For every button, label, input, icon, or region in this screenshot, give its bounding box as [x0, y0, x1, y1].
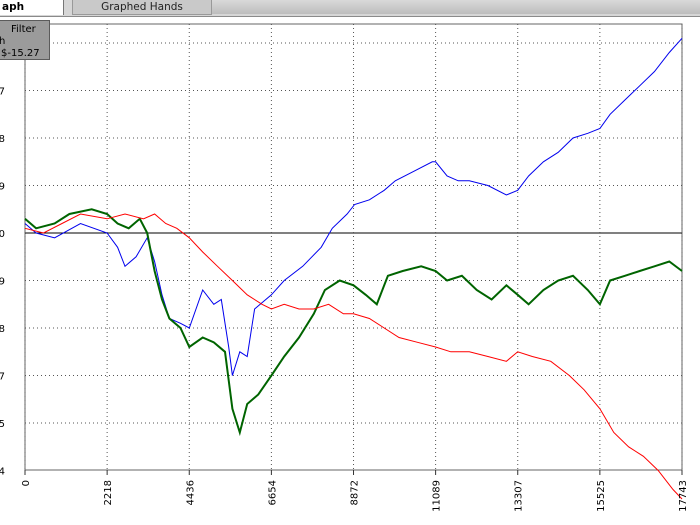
filter-button[interactable]: Filter h $-15.27	[0, 20, 50, 60]
tab-graphed-hands[interactable]: Graphed Hands	[72, 0, 212, 15]
y-tick-label: 75	[0, 419, 5, 430]
tab-graphed-hands-label: Graphed Hands	[101, 1, 183, 13]
tab-graph-label: aph	[2, 1, 25, 13]
x-tick-label: 15525	[596, 480, 607, 512]
y-tick-label: 38	[0, 324, 5, 335]
y-tick-label: 57	[0, 372, 5, 383]
red-series-line	[24, 213, 683, 500]
y-tick-label: 7	[0, 87, 5, 98]
y-tick-label: 9	[0, 182, 5, 193]
tab-bar: aph Graphed Hands	[0, 0, 700, 17]
tab-bar-filler	[212, 0, 700, 14]
x-tick-label: 8872	[350, 480, 361, 505]
y-tick-label: 19	[0, 277, 5, 288]
filter-label: Filter	[11, 24, 36, 35]
filter-value: $-15.27	[1, 48, 40, 59]
x-tick-label: 2218	[103, 480, 114, 505]
x-tick-label: 0	[21, 480, 32, 486]
x-tick-label: 17743	[678, 480, 689, 512]
y-tick-label: 0	[0, 229, 5, 240]
green-series-line	[24, 208, 683, 437]
x-tick-label: 11089	[432, 480, 443, 512]
y-tick-label: 94	[0, 467, 5, 478]
y-tick-label: 8	[0, 134, 5, 145]
x-tick-label: 6654	[267, 480, 278, 505]
x-tick-label: 4436	[185, 480, 196, 505]
tab-graph[interactable]: aph	[0, 0, 64, 15]
filter-line2: h	[0, 36, 6, 47]
x-tick-label: 13307	[514, 480, 525, 512]
